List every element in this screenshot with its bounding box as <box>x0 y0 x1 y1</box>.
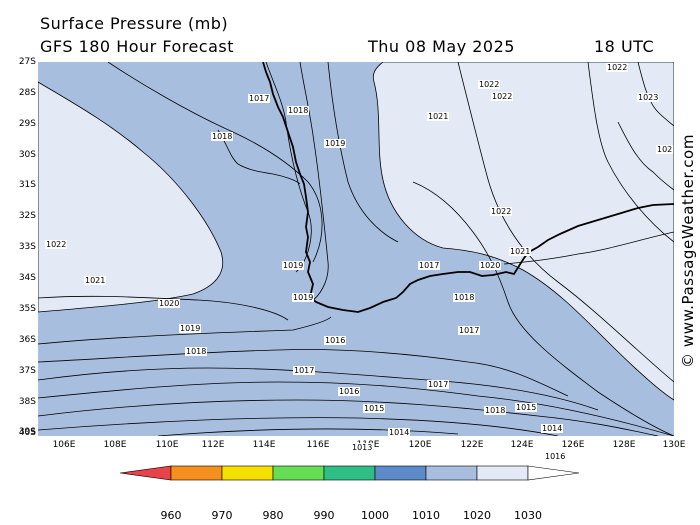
isobar-label: 1021 <box>509 247 532 256</box>
isobar-label: 1015 <box>363 404 386 413</box>
lon-label-122e: 122E <box>460 440 484 450</box>
colorbar-label-990: 990 <box>313 509 335 522</box>
isobar-label: 1019 <box>282 261 305 270</box>
title: Surface Pressure (mb) <box>40 14 229 33</box>
subtitle: GFS 180 Hour Forecast <box>40 37 235 56</box>
colorbar-swatch-1030 <box>476 465 529 481</box>
isobar-label: 1018 <box>287 106 310 115</box>
lat-label-34s: 34S <box>18 273 36 283</box>
isobar-label: 1020 <box>158 299 181 308</box>
colorbar-cap-high <box>527 465 580 481</box>
isobar-label: 1016 <box>338 387 361 396</box>
colorbar-swatch-1020 <box>425 465 478 481</box>
pressure-map <box>38 62 674 436</box>
colorbar-swatch-980 <box>221 465 274 481</box>
isobar-label: 1019 <box>179 324 202 333</box>
isobar-label: 1018 <box>453 293 476 302</box>
isobar-label: 1014 <box>541 424 564 433</box>
lat-label-28s: 28S <box>18 88 36 98</box>
isobar-label: 1018 <box>211 132 234 141</box>
isobar-label: 1016 <box>544 452 567 461</box>
high-pressure-region-west <box>38 81 223 313</box>
isobar-label: 1022 <box>45 240 68 249</box>
lat-label-33s: 33S <box>18 242 36 252</box>
isobar-label: 1015 <box>515 403 538 412</box>
isobar-label: 1014 <box>388 428 411 437</box>
colorbar <box>119 465 580 481</box>
lon-label-114e: 114E <box>252 440 276 450</box>
colorbar-label-1010: 1010 <box>412 509 440 522</box>
colorbar-swatch-1010 <box>374 465 427 481</box>
colorbar-swatch-990 <box>272 465 325 481</box>
isobar-label: 1018 <box>484 406 507 415</box>
lon-label-124e: 124E <box>510 440 534 450</box>
colorbar-label-960: 960 <box>160 509 182 522</box>
isobar-label: 1017 <box>248 94 271 103</box>
colorbar-label-1030: 1030 <box>514 509 542 522</box>
lon-label-106e: 106E <box>52 440 76 450</box>
lat-label-27s: 27S <box>18 57 36 67</box>
forecast-date: Thu 08 May 2025 <box>368 37 515 56</box>
colorbar-swatch-1000 <box>323 465 376 481</box>
forecast-time: 18 UTC <box>594 37 655 56</box>
isobar-label: 1017 <box>293 366 316 375</box>
coastline <box>262 62 674 313</box>
watermark: © www.PassageWeather.com <box>676 62 700 440</box>
lon-label-126e: 126E <box>561 440 585 450</box>
isobar-label: 102 <box>656 145 674 154</box>
isobar-label: 1023 <box>637 93 660 102</box>
lat-label-29s: 29S <box>18 119 36 129</box>
lat-label-35s: 35S <box>18 304 36 314</box>
lon-label-128e: 128E <box>612 440 636 450</box>
isobar-label: 1013 <box>351 443 374 452</box>
lat-label-31s: 31S <box>18 180 36 190</box>
lon-label-112e: 112E <box>201 440 225 450</box>
isobar-label: 1022 <box>491 92 514 101</box>
isobar-label: 1017 <box>418 261 441 270</box>
isobars <box>38 62 674 436</box>
isobar-label: 1019 <box>292 293 315 302</box>
lat-label-39s: 39S <box>18 427 36 437</box>
lon-label-108e: 108E <box>103 440 127 450</box>
isobar-label: 1017 <box>458 326 481 335</box>
lat-label-32s: 32S <box>18 211 36 221</box>
isobar-label: 1016 <box>324 336 347 345</box>
lat-label-30s: 30S <box>18 150 36 160</box>
colorbar-label-1020: 1020 <box>463 509 491 522</box>
colorbar-swatch-970 <box>170 465 223 481</box>
colorbar-label-980: 980 <box>262 509 284 522</box>
isobar-label: 1020 <box>479 261 502 270</box>
lat-label-38s: 38S <box>18 397 36 407</box>
lon-label-110e: 110E <box>155 440 179 450</box>
lon-label-120e: 120E <box>408 440 432 450</box>
isobar-label: 1017 <box>427 380 450 389</box>
colorbar-cap-low <box>119 465 172 481</box>
isobar-label: 1021 <box>427 112 450 121</box>
watermark-text: © www.PassageWeather.com <box>679 133 697 369</box>
colorbar-label-1000: 1000 <box>361 509 389 522</box>
colorbar-label-970: 970 <box>211 509 233 522</box>
isobar-label: 1021 <box>84 276 107 285</box>
lat-label-37s: 37S <box>18 366 36 376</box>
isobar-label: 1019 <box>324 139 347 148</box>
isobar-label: 1022 <box>490 207 513 216</box>
lon-label-116e: 116E <box>306 440 330 450</box>
isobar-label: 1022 <box>606 63 629 72</box>
isobar-label: 1022 <box>478 80 501 89</box>
lon-label-130e: 130E <box>662 440 686 450</box>
isobar-label: 1018 <box>185 347 208 356</box>
lat-label-40s: 40S <box>18 428 36 438</box>
lat-label-36s: 36S <box>18 335 36 345</box>
